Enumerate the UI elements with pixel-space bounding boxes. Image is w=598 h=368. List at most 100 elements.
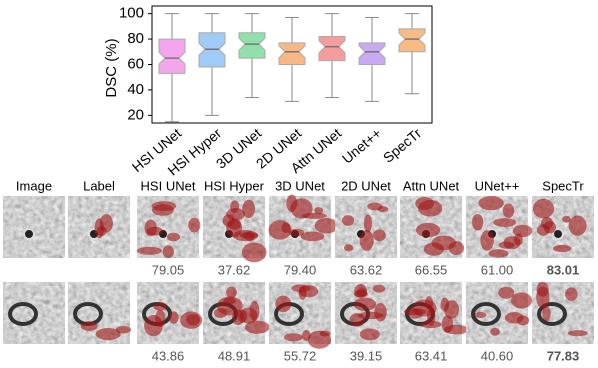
y-tick-label: 40 bbox=[127, 81, 144, 98]
image-feature bbox=[537, 302, 567, 326]
y-axis-label: DSC (%) bbox=[103, 38, 120, 97]
box bbox=[278, 42, 306, 65]
segmentation-overlay bbox=[186, 313, 201, 326]
segmentation-overlay bbox=[373, 229, 386, 242]
segmentation-overlay bbox=[367, 202, 383, 211]
segmentation-overlay bbox=[511, 292, 533, 309]
image-tile bbox=[3, 196, 65, 258]
segmentation-overlay bbox=[314, 218, 339, 234]
segmentation-overlay bbox=[431, 235, 456, 251]
segmentation-overlay bbox=[490, 327, 500, 336]
image-feature bbox=[552, 228, 564, 240]
y-tick-label: 20 bbox=[127, 106, 144, 123]
column-header: SpecTr bbox=[542, 178, 584, 193]
segmentation-overlay bbox=[242, 199, 256, 218]
box bbox=[318, 36, 346, 62]
segmentation-overlay bbox=[493, 218, 517, 227]
y-tick-label: 80 bbox=[127, 30, 144, 47]
segmentation-overlay bbox=[307, 330, 332, 349]
segmentation-overlay bbox=[249, 300, 260, 322]
segmentation-overlay bbox=[516, 315, 530, 326]
score: 79.05 bbox=[152, 262, 185, 277]
score: 83.01 bbox=[547, 262, 580, 277]
segmentation-overlay bbox=[542, 306, 551, 322]
score: 40.60 bbox=[481, 348, 514, 363]
score: 48.91 bbox=[218, 348, 251, 363]
segmentation-overlay bbox=[372, 284, 386, 293]
segmentation-overlay bbox=[418, 199, 443, 217]
segmentation-overlay bbox=[230, 200, 240, 213]
image-feature bbox=[471, 302, 501, 326]
x-tick-label: SpecTr bbox=[380, 125, 425, 166]
segmentation-overlay bbox=[359, 328, 380, 341]
score: 77.83 bbox=[547, 348, 580, 363]
segmentation-overlay bbox=[153, 302, 168, 311]
score: 63.41 bbox=[415, 348, 448, 363]
column-header: UNet++ bbox=[475, 178, 520, 193]
segmentation-overlay bbox=[567, 330, 588, 337]
segmentation-overlay bbox=[565, 287, 578, 301]
column-header: 2D UNet bbox=[341, 178, 391, 193]
score: 39.15 bbox=[350, 348, 383, 363]
segmentation-overlay bbox=[146, 226, 163, 236]
column-header: HSI UNet bbox=[141, 178, 196, 193]
segmentation-overlay bbox=[281, 222, 291, 233]
score: 37.62 bbox=[218, 262, 251, 277]
segmentation-overlay bbox=[536, 224, 550, 236]
segmentation-overlay bbox=[349, 313, 366, 327]
segmentation-overlay bbox=[472, 213, 484, 231]
segmentation-overlay bbox=[502, 203, 515, 218]
segmentation-overlay bbox=[412, 299, 437, 317]
box bbox=[358, 42, 386, 65]
segmentation-overlay bbox=[562, 215, 571, 223]
segmentation-overlay bbox=[342, 215, 355, 226]
segmentation-overlay bbox=[151, 201, 177, 212]
segmentation-overlay bbox=[99, 214, 113, 233]
segmentation-overlay bbox=[286, 194, 298, 212]
score: 63.62 bbox=[350, 262, 383, 277]
segmentation-overlay bbox=[226, 286, 237, 299]
column-header: Image bbox=[16, 178, 52, 193]
segmentation-overlay bbox=[513, 233, 523, 246]
box bbox=[238, 32, 266, 59]
segmentation-overlay bbox=[162, 245, 175, 259]
segmentation-overlay bbox=[239, 232, 258, 239]
segmentation-overlay bbox=[474, 311, 487, 319]
segmentation-overlay bbox=[166, 232, 180, 242]
y-tick-label: 100 bbox=[119, 5, 144, 22]
segmentation-overlay bbox=[480, 230, 494, 251]
segmentation-overlay bbox=[232, 309, 244, 326]
image-feature bbox=[23, 228, 35, 240]
segmentation-overlay bbox=[283, 333, 303, 342]
segmentation-overlay bbox=[300, 231, 325, 242]
column-header: Attn UNet bbox=[403, 178, 460, 193]
column-header: Label bbox=[83, 178, 115, 193]
column-header: HSI Hyper bbox=[204, 178, 265, 193]
segmentation-overlay bbox=[552, 244, 572, 253]
segmentation-overlay bbox=[155, 309, 166, 328]
segmentation-overlay bbox=[353, 290, 368, 298]
segmentation-overlay bbox=[443, 324, 469, 335]
segmentation-overlay bbox=[343, 244, 354, 252]
box bbox=[158, 38, 186, 74]
segmentation-overlay bbox=[302, 330, 311, 341]
segmentation-overlay bbox=[314, 207, 324, 215]
segmentation-overlay bbox=[498, 286, 515, 299]
segmentation-overlay bbox=[241, 242, 267, 263]
y-tick-label: 60 bbox=[127, 55, 144, 72]
segmentation-overlay bbox=[478, 196, 504, 211]
segmentation-overlay bbox=[275, 295, 292, 313]
segmentation-overlay bbox=[188, 217, 201, 233]
segmentation-overlay bbox=[298, 285, 319, 298]
segmentation-overlay bbox=[444, 300, 460, 319]
segmentation-overlay bbox=[136, 246, 163, 255]
segmentation-overlay bbox=[359, 229, 374, 251]
score: 43.86 bbox=[152, 348, 185, 363]
score: 61.00 bbox=[481, 262, 514, 277]
segmentation-overlay bbox=[168, 311, 179, 324]
segmentation-overlay bbox=[532, 198, 555, 219]
segmentation-overlay bbox=[353, 297, 377, 311]
segmentation-overlay bbox=[488, 249, 509, 258]
score: 66.55 bbox=[415, 262, 448, 277]
